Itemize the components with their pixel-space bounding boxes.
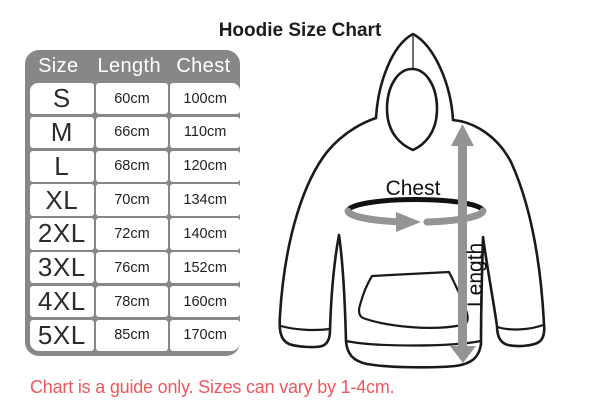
- length-cell: 76cm: [96, 252, 168, 284]
- chest-ellipse-gray-arc: [344, 207, 487, 232]
- size-cell: 5XL: [30, 319, 94, 351]
- left-cuff-seam: [280, 324, 331, 332]
- length-cell: 70cm: [96, 184, 168, 216]
- size-cell: L: [30, 150, 94, 182]
- disclaimer-note: Chart is a guide only. Sizes can vary by…: [30, 377, 395, 397]
- face-opening: [385, 67, 439, 152]
- length-cell: 72cm: [96, 218, 168, 250]
- chest-rotation-arrowhead: [396, 212, 421, 232]
- size-cell: 2XL: [30, 218, 94, 250]
- header-size: Size: [38, 55, 79, 77]
- size-table-body: S 60cm 100cm M 66cm 110cm L 68cm 120cm X…: [30, 83, 240, 351]
- length-cell: 66cm: [96, 116, 168, 149]
- chest-label: Chest: [386, 177, 441, 200]
- length-label: Length: [464, 243, 487, 307]
- length-cell: 68cm: [96, 150, 168, 182]
- chest-cell: 100cm: [170, 83, 240, 115]
- size-cell: S: [30, 83, 94, 115]
- hem-seam: [345, 339, 482, 347]
- header-chest: Chest: [176, 55, 231, 77]
- hoodie-diagram: Chest Length: [278, 32, 546, 369]
- header-length: Length: [97, 55, 162, 77]
- size-cell: 4XL: [30, 285, 94, 318]
- length-cell: 85cm: [96, 319, 168, 351]
- page-title: Hoodie Size Chart: [218, 20, 382, 41]
- length-cell: 78cm: [96, 285, 168, 318]
- right-cuff-seam: [496, 323, 544, 331]
- chest-cell: 170cm: [170, 319, 240, 351]
- size-table: Size Length Chest S 60cm 100cm M 66cm 11…: [25, 50, 240, 356]
- chest-ellipse-black-arc: [345, 197, 486, 214]
- chest-cell: 140cm: [170, 218, 240, 250]
- chest-cell: 110cm: [170, 116, 240, 149]
- length-cell: 60cm: [96, 83, 168, 115]
- chest-cell: 120cm: [170, 150, 240, 182]
- chest-cell: 134cm: [170, 184, 240, 216]
- chest-cell: 152cm: [170, 252, 240, 284]
- length-arrow: [450, 124, 476, 363]
- chest-cell: 160cm: [170, 285, 240, 318]
- pocket: [357, 270, 469, 329]
- size-cell: M: [30, 116, 94, 149]
- size-cell: 3XL: [30, 252, 94, 284]
- size-table-header: Size Length Chest: [25, 50, 240, 83]
- size-cell: XL: [30, 184, 94, 216]
